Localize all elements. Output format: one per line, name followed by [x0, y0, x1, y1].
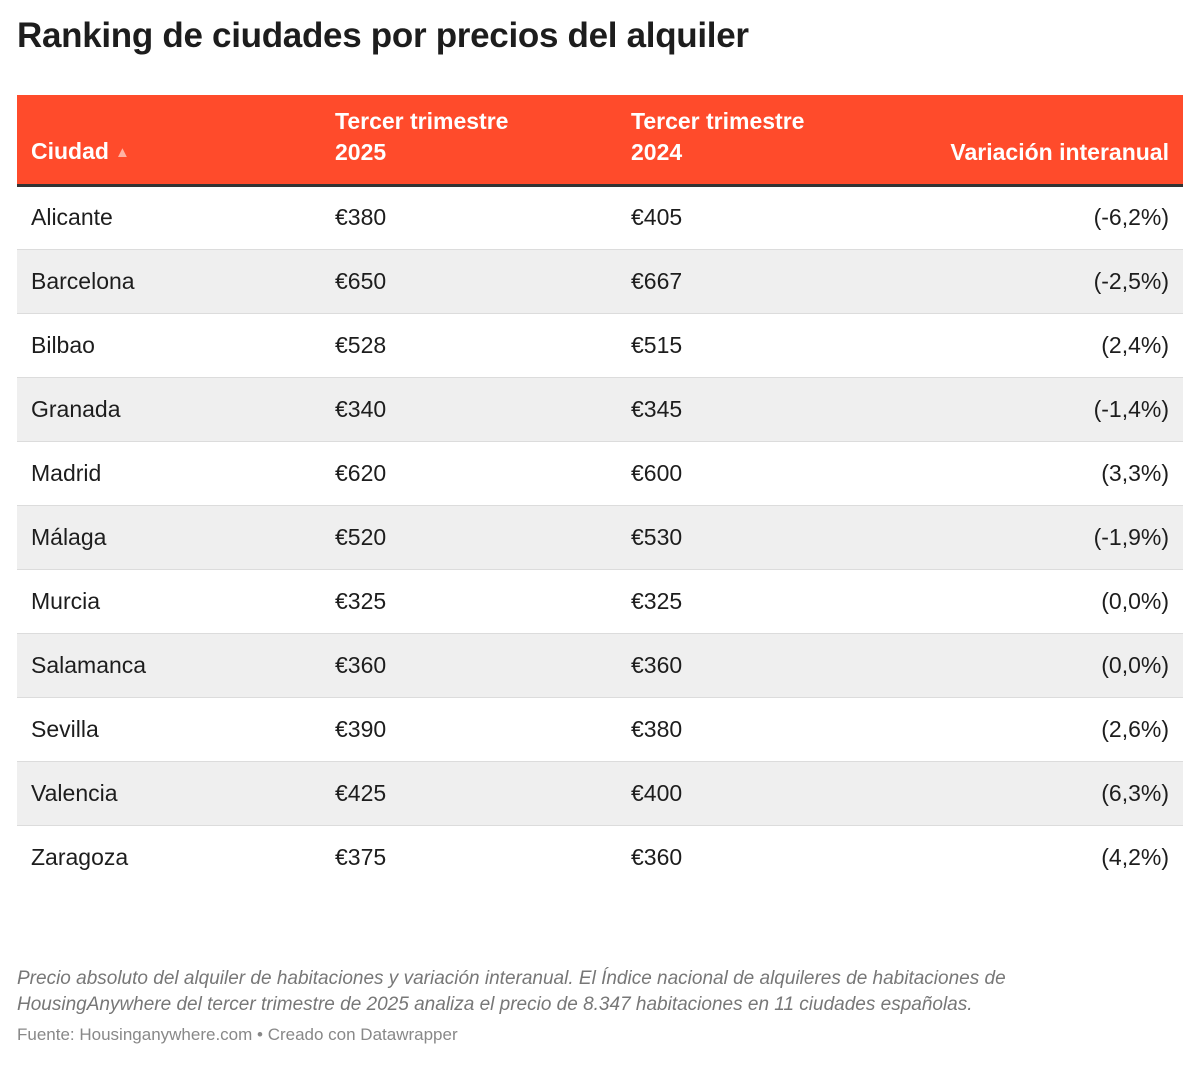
table-cell: Sevilla: [31, 715, 99, 742]
table-cell: €325: [335, 587, 387, 614]
table-cell: Granada: [31, 395, 121, 422]
table-cell: Bilbao: [31, 331, 95, 358]
table-cell: €380: [631, 715, 683, 742]
header-cell[interactable]: Ciudad ▲: [17, 95, 315, 185]
table-cell: Alicante: [31, 204, 113, 230]
table-cell: (0,0%): [1101, 587, 1169, 614]
table-cell: (3,3%): [1101, 459, 1169, 486]
table: Ciudad ▲ Tercer trimestre 2025 Tercer tri…: [17, 95, 1183, 889]
table-cell: €600: [631, 459, 683, 486]
source: Fuente: Housinganywhere.com • Creado con…: [17, 1025, 458, 1044]
table-cell: (2,4%): [1101, 331, 1169, 358]
table-cell: €520: [335, 523, 387, 550]
sort-arrow: ▲: [114, 143, 130, 161]
table-cell: €360: [631, 651, 683, 678]
table-cell: (2,6%): [1101, 715, 1169, 742]
table-cell: €425: [335, 779, 387, 806]
table-cell: Málaga: [31, 523, 107, 550]
table-cell: €375: [335, 843, 387, 870]
table-cell: €360: [631, 843, 683, 870]
table-row: Madrid €620 €600 (3,3%): [17, 441, 1183, 505]
table-cell: €667: [631, 267, 683, 294]
table-cell: Salamanca: [31, 651, 147, 678]
table-row: Málaga €520 €530 (-1,9%): [17, 505, 1183, 569]
table-cell: €528: [335, 331, 387, 358]
table-row: Alicante €380 €405 (-6,2%): [17, 185, 1183, 249]
header-text: Tercer trimestre 2024: [631, 107, 805, 165]
table-row: Salamanca €360 €360 (0,0%): [17, 633, 1183, 697]
header-cell[interactable]: Tercer trimestre 2024: [611, 95, 907, 185]
table-cell: €650: [335, 267, 387, 294]
table-row: Bilbao €528 €515 (2,4%): [17, 313, 1183, 377]
table-row: Sevilla €390 €380 (2,6%): [17, 697, 1183, 761]
table-cell: €515: [631, 331, 683, 358]
table-header: Ciudad ▲ Tercer trimestre 2025 Tercer tri…: [17, 95, 1183, 185]
header-text: Ciudad: [31, 137, 109, 164]
notes: Precio absoluto del alquiler de habitaci…: [17, 968, 1006, 1015]
table-cell: €380: [335, 204, 387, 230]
header-text: Variación interanual: [950, 138, 1169, 165]
table-cell: (-2,5%): [1093, 267, 1169, 294]
table-row: Barcelona €650 €667 (-2,5%): [17, 249, 1183, 313]
table-row: Zaragoza €375 €360 (4,2%): [17, 825, 1183, 889]
table-cell: Barcelona: [31, 267, 135, 294]
table-row: Granada €340 €345 (-1,4%): [17, 377, 1183, 441]
table-cell: Valencia: [31, 779, 118, 806]
table-body: Alicante €380 €405 (-6,2%) Barcelona €650 €667…: [17, 185, 1183, 889]
table-cell: (0,0%): [1101, 651, 1169, 678]
table-cell: (4,2%): [1101, 843, 1169, 870]
table-cell: €390: [335, 715, 387, 742]
table-cell: €345: [631, 395, 683, 422]
table-cell: €340: [335, 395, 387, 422]
table-cell: (-1,9%): [1093, 523, 1169, 550]
table-cell: Zaragoza: [31, 843, 129, 870]
table-cell: €530: [631, 523, 683, 550]
table-cell: (-6,2%): [1093, 204, 1169, 230]
table-cell: €405: [631, 204, 683, 230]
table-cell: €360: [335, 651, 387, 678]
table-cell: €400: [631, 779, 683, 806]
header-cell[interactable]: Variación interanual: [907, 95, 1183, 185]
table-cell: (6,3%): [1101, 779, 1169, 806]
title: Ranking de ciudades por precios del alqu…: [17, 16, 749, 55]
header-row: Ciudad ▲ Tercer trimestre 2025 Tercer tri…: [17, 95, 1183, 185]
header-cell[interactable]: Tercer trimestre 2025: [315, 95, 611, 185]
table-cell: Madrid: [31, 459, 102, 486]
header-text: Tercer trimestre 2025: [335, 107, 509, 165]
table-row: Valencia €425 €400 (6,3%): [17, 761, 1183, 825]
table-cell: €620: [335, 459, 387, 486]
table-cell: €325: [631, 587, 683, 614]
table-cell: Murcia: [31, 587, 101, 614]
table-row: Murcia €325 €325 (0,0%): [17, 569, 1183, 633]
table-cell: (-1,4%): [1093, 395, 1169, 422]
